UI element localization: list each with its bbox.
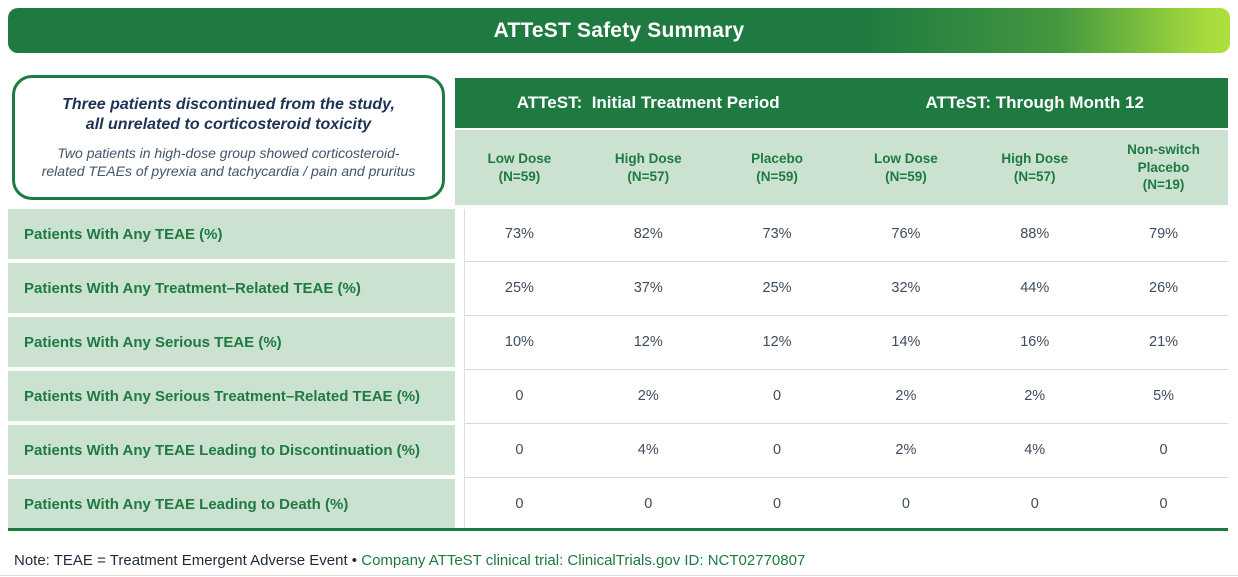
column-label: High Dose xyxy=(1001,150,1069,166)
table-row-serious-teae: Patients With Any Serious TEAE (%) 10% 1… xyxy=(8,317,1228,370)
value-cell: 79% xyxy=(1149,226,1179,242)
table-column-header-band: Low Dose (N=59) High Dose (N=57) Placebo… xyxy=(455,130,1228,205)
column-n: (N=59) xyxy=(885,168,927,184)
value-cell: 25% xyxy=(762,280,792,296)
group-header-initial-treatment-period: ATTeST: Initial Treatment Period xyxy=(516,93,780,112)
slide-bottom-edge xyxy=(0,575,1238,576)
value-cell: 73% xyxy=(504,226,534,242)
value-cell: 26% xyxy=(1149,280,1179,296)
row-label: Patients With Any TEAE Leading to Discon… xyxy=(8,425,455,475)
value-cell: 0 xyxy=(515,388,524,404)
value-cell: 4% xyxy=(637,442,659,458)
row-label: Patients With Any TEAE Leading to Death … xyxy=(8,479,455,529)
column-n: (N=59) xyxy=(498,168,541,184)
callout-heading: Three patients discontinued from the stu… xyxy=(62,95,395,136)
callout-subtext: Two patients in high-dose group showed c… xyxy=(42,144,416,180)
value-cell: 0 xyxy=(515,442,524,458)
value-cell: 2% xyxy=(895,388,917,404)
row-values: 0 2% 0 2% 2% 5% xyxy=(455,371,1228,424)
row-values: 10% 12% 12% 14% 16% 21% xyxy=(455,317,1228,370)
column-label: Placebo xyxy=(751,150,803,166)
row-label: Patients With Any Serious Treatment–Rela… xyxy=(8,371,455,421)
table-bottom-rule xyxy=(8,528,1228,531)
row-label: Patients With Any TEAE (%) xyxy=(8,209,455,259)
value-cell: 5% xyxy=(1153,388,1175,404)
value-cell: 2% xyxy=(1024,388,1046,404)
column-label: Low Dose xyxy=(487,150,552,166)
column-label: Non-switch Placebo xyxy=(1127,142,1200,175)
column-header-placebo-initial: Placebo (N=59) xyxy=(713,130,842,205)
value-cell: 76% xyxy=(891,226,921,242)
footnote-note: Note: TEAE = Treatment Emergent Adverse … xyxy=(14,552,362,569)
value-cell: 0 xyxy=(1159,496,1168,512)
value-cell: 82% xyxy=(633,226,663,242)
value-cell: 37% xyxy=(633,280,663,296)
column-n: (N=57) xyxy=(1013,168,1056,184)
value-cell: 0 xyxy=(901,496,910,512)
value-cell: 88% xyxy=(1020,226,1050,242)
column-header-high-dose-month12: High Dose (N=57) xyxy=(970,130,1099,205)
group-header-through-month-12: ATTeST: Through Month 12 xyxy=(925,93,1144,112)
row-values: 25% 37% 25% 32% 44% 26% xyxy=(455,263,1228,316)
table-row-serious-treatment-related-teae: Patients With Any Serious Treatment–Rela… xyxy=(8,371,1228,424)
value-cell: 10% xyxy=(504,334,534,350)
callout-subtext-line1: Two patients in high-dose group showed c… xyxy=(57,144,400,161)
value-cell: 14% xyxy=(891,334,921,350)
value-cell: 0 xyxy=(1030,496,1039,512)
value-cell: 2% xyxy=(637,388,659,404)
value-cell: 0 xyxy=(644,496,653,512)
value-cell: 12% xyxy=(633,334,663,350)
row-values: 73% 82% 73% 76% 88% 79% xyxy=(455,209,1228,262)
row-values: 0 4% 0 2% 4% 0 xyxy=(455,425,1228,478)
value-cell: 4% xyxy=(1024,442,1046,458)
column-header-low-dose-month12: Low Dose (N=59) xyxy=(841,130,970,205)
column-label: High Dose xyxy=(614,150,682,166)
callout-heading-line1: Three patients discontinued from the stu… xyxy=(62,95,395,113)
callout-subtext-line2: related TEAEs of pyrexia and tachycardia… xyxy=(41,162,416,179)
column-n: (N=59) xyxy=(756,168,798,184)
value-cell: 73% xyxy=(762,226,792,242)
title-bar: ATTeST Safety Summary xyxy=(8,8,1230,53)
value-cell: 21% xyxy=(1149,334,1179,350)
table-row-any-teae: Patients With Any TEAE (%) 73% 82% 73% 7… xyxy=(8,209,1228,262)
table-body: Patients With Any TEAE (%) 73% 82% 73% 7… xyxy=(8,209,1228,533)
row-label: Patients With Any Treatment–Related TEAE… xyxy=(8,263,455,313)
column-header-low-dose-initial: Low Dose (N=59) xyxy=(455,130,584,205)
value-cell: 25% xyxy=(504,280,534,296)
value-cell: 2% xyxy=(895,442,917,458)
value-cell: 0 xyxy=(773,388,782,404)
column-n: (N=19) xyxy=(1142,177,1185,193)
column-header-non-switch-placebo: Non-switch Placebo (N=19) xyxy=(1099,130,1228,205)
footnote: Note: TEAE = Treatment Emergent Adverse … xyxy=(14,552,805,569)
page-title: ATTeST Safety Summary xyxy=(493,18,745,42)
value-cell: 0 xyxy=(515,496,524,512)
callout-box: Three patients discontinued from the stu… xyxy=(12,75,445,200)
value-cell: 44% xyxy=(1020,280,1050,296)
value-cell: 16% xyxy=(1020,334,1050,350)
value-cell: 0 xyxy=(773,442,782,458)
callout-heading-line2: all unrelated to corticosteroid toxicity xyxy=(85,116,372,134)
column-n: (N=57) xyxy=(627,168,670,184)
row-label: Patients With Any Serious TEAE (%) xyxy=(8,317,455,367)
value-cell: 12% xyxy=(762,334,792,350)
column-label: Low Dose xyxy=(874,150,938,166)
row-values: 0 0 0 0 0 0 xyxy=(455,479,1228,529)
column-header-high-dose-initial: High Dose (N=57) xyxy=(584,130,713,205)
data-area-left-divider xyxy=(464,209,465,529)
table-group-header-band: ATTeST: Initial Treatment Period ATTeST:… xyxy=(455,78,1228,128)
value-cell: 32% xyxy=(891,280,921,296)
footnote-trial-reference: Company ATTeST clinical trial: ClinicalT… xyxy=(361,552,806,569)
table-row-teae-discontinuation: Patients With Any TEAE Leading to Discon… xyxy=(8,425,1228,478)
value-cell: 0 xyxy=(773,496,782,512)
value-cell: 0 xyxy=(1159,442,1168,458)
table-row-teae-death: Patients With Any TEAE Leading to Death … xyxy=(8,479,1228,529)
table-row-treatment-related-teae: Patients With Any Treatment–Related TEAE… xyxy=(8,263,1228,316)
